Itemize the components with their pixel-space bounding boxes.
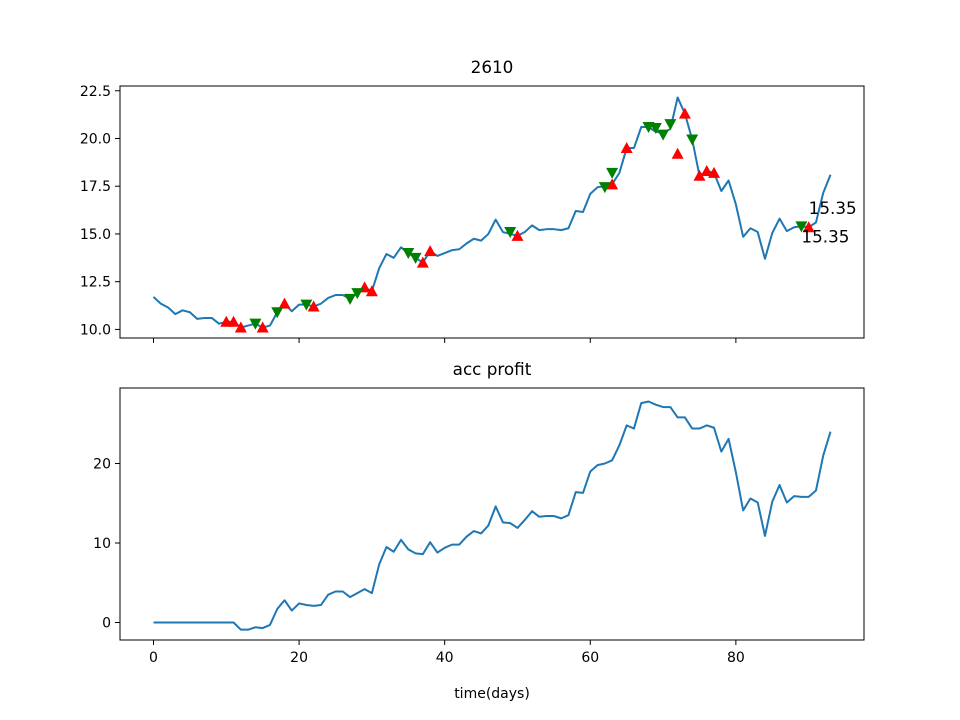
sell-marker [664, 119, 677, 131]
sell-marker [598, 182, 611, 194]
buy-marker [416, 256, 429, 268]
sell-marker [795, 221, 808, 233]
profit-y-tick-label: 0 [102, 616, 111, 632]
price-annotation: 15.35 [801, 227, 849, 247]
profit-x-tick-label: 20 [290, 650, 308, 666]
sell-marker [351, 288, 364, 300]
price-y-tick-label: 22.5 [80, 84, 111, 100]
profit-series-line [153, 400, 832, 631]
sell-marker [657, 129, 670, 141]
sell-marker [504, 227, 517, 239]
buy-marker [234, 321, 247, 333]
profit-chart-title: acc profit [453, 359, 532, 379]
buy-marker [511, 229, 524, 241]
profit-subplot: acc profit 0 20 40 60 80 0 10 20 time(days) [93, 359, 865, 702]
profit-y-tick-label: 20 [93, 457, 111, 473]
buy-marker [606, 178, 619, 190]
sell-marker [344, 293, 357, 305]
buy-marker [693, 169, 706, 181]
buy-marker [620, 142, 633, 154]
buy-marker [671, 147, 684, 159]
sell-marker [686, 134, 699, 146]
sell-marker [249, 318, 262, 330]
price-series-line [152, 96, 832, 329]
sell-marker [649, 123, 662, 134]
sell-marker [409, 252, 422, 264]
profit-x-tick-label: 0 [149, 650, 158, 666]
profit-marks [153, 400, 832, 631]
price-chart-title: 2610 [471, 57, 514, 77]
buy-marker [708, 166, 721, 178]
buy-marker [227, 315, 240, 327]
buy-marker [365, 285, 378, 297]
x-axis-label: time(days) [454, 686, 530, 702]
price-y-tick-label: 15.0 [80, 227, 111, 243]
profit-y-tick-label: 10 [93, 536, 111, 552]
price-annotation: 15.35 [809, 198, 857, 218]
profit-ticks: 0 20 40 60 80 0 10 20 [93, 457, 745, 666]
sell-marker [300, 299, 313, 311]
profit-x-tick-label: 40 [436, 650, 454, 666]
profit-x-tick-label: 80 [727, 650, 745, 666]
sell-marker [402, 248, 415, 260]
profit-axes-frame [119, 387, 865, 641]
buy-marker [307, 300, 320, 312]
profit-x-tick-label: 60 [581, 650, 599, 666]
price-ticks: 10.0 12.5 15.0 17.5 20.0 22.5 [80, 84, 737, 343]
buy-marker [256, 321, 269, 333]
price-y-tick-label: 20.0 [80, 132, 111, 148]
price-y-tick-label: 12.5 [80, 275, 111, 291]
buy-marker [802, 221, 815, 233]
buy-marker [700, 164, 713, 176]
price-axes-frame [119, 85, 865, 339]
buy-marker [424, 245, 437, 257]
price-y-tick-label: 17.5 [80, 179, 111, 195]
buy-marker [678, 107, 691, 119]
price-marks: 15.35 15.35 [152, 96, 857, 333]
price-subplot: 2610 15.35 15.35 10.0 12.5 15.0 17.5 20.0 22.5 [80, 57, 865, 343]
sell-marker [606, 167, 619, 179]
price-y-tick-label: 10.0 [80, 322, 111, 338]
buy-marker [278, 297, 291, 309]
sell-marker [271, 307, 284, 319]
